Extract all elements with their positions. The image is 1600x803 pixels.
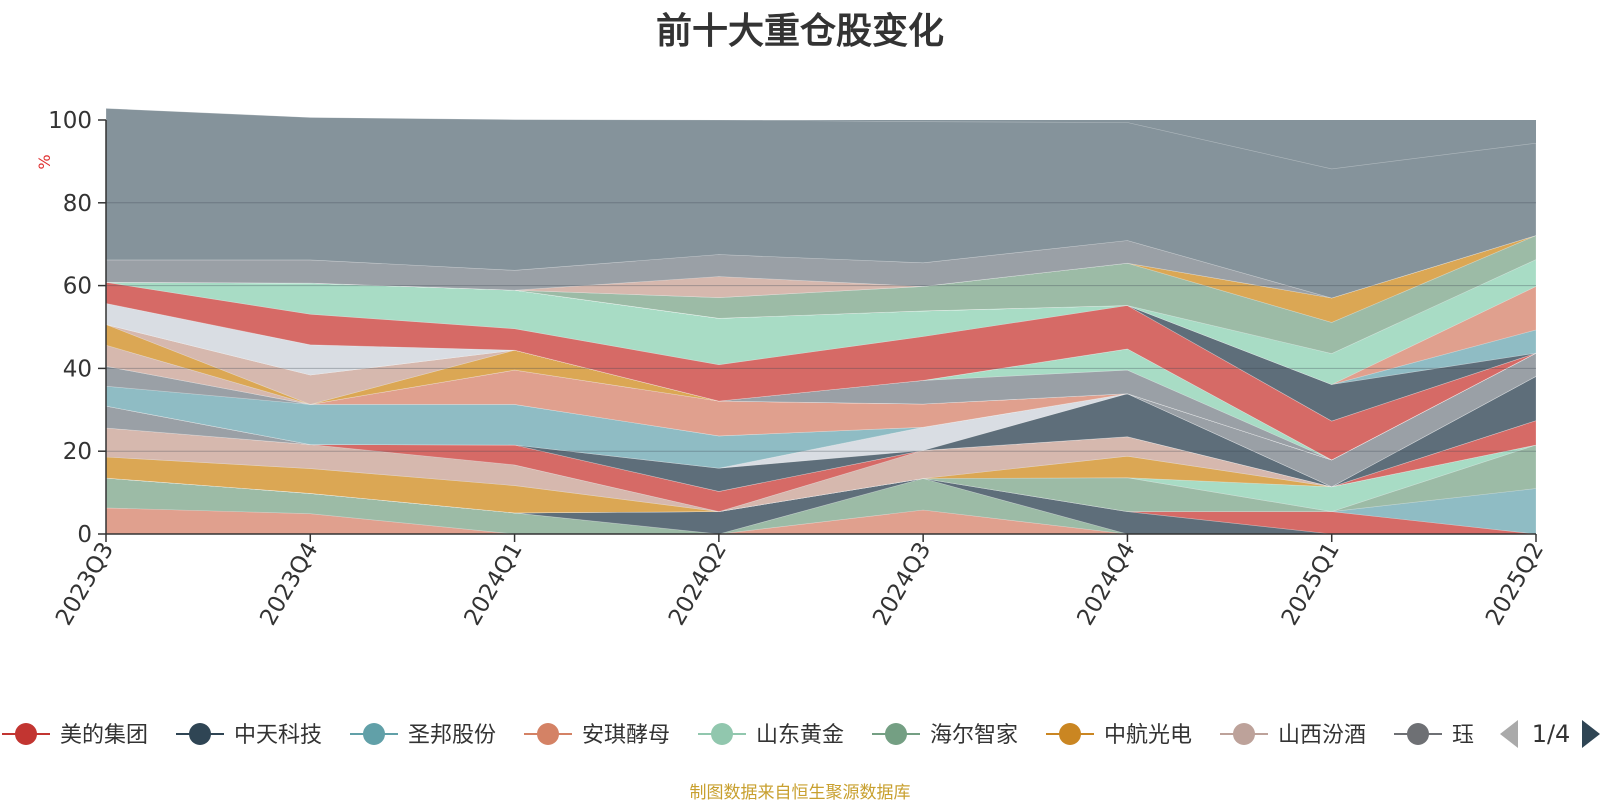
legend-label: 美的集团: [60, 723, 148, 748]
legend-item[interactable]: 安琪酵母: [524, 723, 670, 748]
legend-item[interactable]: 中航光电: [1046, 723, 1192, 748]
legend-marker: [885, 723, 907, 745]
area-layer-32: [105, 108, 1537, 299]
y-tick-label: 100: [48, 108, 92, 134]
legend-label: 山东黄金: [756, 723, 844, 748]
axes: [105, 120, 1536, 535]
x-tick-label: 2023Q3: [51, 538, 119, 630]
x-tick-label: 2023Q4: [255, 538, 323, 630]
chart-title: 前十大重仓股变化: [655, 11, 944, 52]
legend-item[interactable]: 珏: [1394, 723, 1474, 748]
area-layer-9: [105, 420, 1537, 512]
legend-marker: [1059, 723, 1081, 745]
legend-prev-button[interactable]: [1500, 720, 1518, 748]
x-tick-label: 2024Q1: [460, 538, 528, 630]
legend-label: 山西汾酒: [1278, 723, 1366, 748]
area-layers: [105, 108, 1537, 535]
legend-label: 中航光电: [1104, 723, 1192, 748]
legend-marker: [1233, 723, 1255, 745]
y-tick-label: 60: [63, 274, 92, 300]
legend-label: 海尔智家: [930, 723, 1018, 748]
gridlines: [106, 202, 1536, 452]
legend-label: 珏: [1452, 723, 1474, 748]
legend-item[interactable]: 山东黄金: [698, 723, 844, 748]
y-tick-label: 80: [63, 191, 92, 217]
y-tick-label: 40: [63, 356, 92, 382]
legend-item[interactable]: 美的集团: [2, 723, 148, 748]
source-note: 制图数据来自恒生聚源数据库: [689, 783, 911, 803]
y-axis-label: %: [35, 154, 54, 169]
y-tick-label: 0: [77, 522, 92, 548]
legend-item[interactable]: 中天科技: [176, 723, 322, 748]
y-tick-label: 20: [63, 439, 92, 465]
legend-item[interactable]: 山西汾酒: [1220, 723, 1366, 748]
legend-next-button[interactable]: [1582, 720, 1600, 748]
legend-label: 安琪酵母: [582, 723, 670, 748]
x-ticks: 2023Q3 2023Q4 2024Q1 2024Q2 2024Q3 2024Q4 2025…: [51, 534, 1549, 630]
legend-label: 中天科技: [234, 723, 322, 748]
legend: 美的集团 中天科技 圣邦股份 安琪酵母 山东黄金 海尔智家 中航光电 山西汾酒 珏: [2, 723, 1474, 748]
chevron-left-icon[interactable]: [1500, 720, 1518, 748]
legend-marker: [189, 723, 211, 745]
legend-page-indicator: 1/4: [1532, 720, 1571, 748]
x-tick-label: 2025Q1: [1277, 538, 1345, 630]
legend-item[interactable]: 海尔智家: [872, 723, 1018, 748]
legend-marker: [711, 723, 733, 745]
legend-marker: [537, 723, 559, 745]
legend-marker: [363, 723, 385, 745]
x-tick-label: 2024Q2: [664, 538, 732, 630]
legend-item[interactable]: 圣邦股份: [350, 723, 496, 748]
y-ticks: 0 20 40 60 80 100: [48, 108, 106, 548]
legend-marker: [15, 723, 37, 745]
x-tick-label: 2025Q2: [1481, 538, 1549, 630]
x-tick-label: 2024Q3: [868, 538, 936, 630]
legend-marker: [1407, 723, 1429, 745]
legend-label: 圣邦股份: [408, 723, 496, 748]
x-tick-label: 2024Q4: [1072, 538, 1140, 630]
chevron-right-icon[interactable]: [1582, 720, 1600, 748]
